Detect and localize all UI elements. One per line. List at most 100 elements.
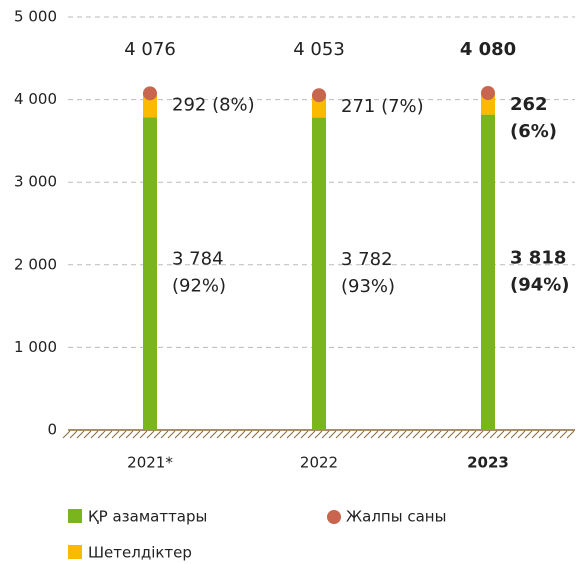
value-label: (93%) (341, 276, 395, 297)
bar-segment (312, 117, 326, 430)
ground-hatch (216, 430, 225, 439)
y-tick-label: 1 000 (14, 338, 57, 356)
legend-swatch (68, 545, 82, 559)
ground-hatch (370, 430, 379, 439)
ground-hatch (272, 430, 281, 439)
ground-hatch (363, 430, 372, 439)
ground-hatch (314, 430, 323, 439)
legend-label: Жалпы саны (346, 508, 446, 526)
legend-label: Шетелдіктер (88, 544, 192, 562)
ground-hatch (153, 430, 162, 439)
ground-hatch (426, 430, 435, 439)
total-dot (143, 86, 157, 101)
value-label: (6%) (510, 121, 557, 142)
ground-hatch (202, 430, 211, 439)
value-label: 271 (7%) (341, 96, 424, 117)
ground-hatch (489, 430, 498, 439)
ground-hatch (160, 430, 169, 439)
ground-hatch (279, 430, 288, 439)
ground-hatch (265, 430, 274, 439)
ground-hatch (209, 430, 218, 439)
ground-hatch (412, 430, 421, 439)
ground-hatch (118, 430, 127, 439)
ground-hatch (405, 430, 414, 439)
ground-hatch (517, 430, 526, 439)
y-tick-label: 4 000 (14, 90, 57, 108)
ground-hatch (286, 430, 295, 439)
ground-hatch (300, 430, 309, 439)
ground-hatch (293, 430, 302, 439)
ground-hatch (398, 430, 407, 439)
bar-segment (481, 114, 495, 430)
ground-hatch (524, 430, 533, 439)
ground-hatch (139, 430, 148, 439)
ground-hatch (90, 430, 99, 439)
ground-hatch (566, 430, 575, 439)
ground-hatch (223, 430, 232, 439)
ground-hatch (454, 430, 463, 439)
ground-hatch (76, 430, 85, 439)
ground-hatch (503, 430, 512, 439)
y-tick-label: 5 000 (14, 8, 57, 26)
ground-hatch (69, 430, 78, 439)
ground-hatch (475, 430, 484, 439)
ground-hatch (104, 430, 113, 439)
ground-hatch (251, 430, 260, 439)
ground-hatch (356, 430, 365, 439)
x-tick-label: 2021* (127, 454, 173, 472)
ground-hatch (447, 430, 456, 439)
ground-hatch (174, 430, 183, 439)
x-tick-label: 2022 (300, 454, 338, 472)
ground-hatch (97, 430, 106, 439)
total-dot (312, 88, 326, 103)
ground-hatch (230, 430, 239, 439)
y-tick-label: 0 (47, 421, 57, 439)
ground-hatch (377, 430, 386, 439)
legend-swatch (327, 510, 341, 524)
value-label: 3 782 (341, 249, 393, 270)
ground-hatch (482, 430, 491, 439)
ground-hatch (496, 430, 505, 439)
total-label: 4 076 (124, 39, 176, 60)
ground-hatch (62, 430, 71, 439)
ground-hatch (237, 430, 246, 439)
legend-label: ҚР азаматтары (88, 508, 207, 526)
ground-hatch (468, 430, 477, 439)
ground-hatch (83, 430, 92, 439)
ground-hatch (258, 430, 267, 439)
x-tick-label: 2023 (467, 454, 509, 472)
ground-hatch (244, 430, 253, 439)
ground-hatch (335, 430, 344, 439)
total-dot (481, 85, 495, 100)
legend-swatch (68, 509, 82, 523)
y-tick-label: 3 000 (14, 173, 57, 191)
ground-hatch (321, 430, 330, 439)
ground-hatch (510, 430, 519, 439)
y-tick-label: 2 000 (14, 255, 57, 273)
ground-hatch (195, 430, 204, 439)
ground-hatch (307, 430, 316, 439)
value-label: 292 (8%) (172, 94, 255, 115)
ground-hatch (384, 430, 393, 439)
value-label: (94%) (510, 274, 570, 295)
ground-hatch (167, 430, 176, 439)
ground-hatch (132, 430, 141, 439)
ground-hatch (440, 430, 449, 439)
ground-hatch (181, 430, 190, 439)
ground-hatch (146, 430, 155, 439)
value-label: (92%) (172, 276, 226, 297)
ground-hatch (433, 430, 442, 439)
ground-hatch (545, 430, 554, 439)
total-label: 4 080 (460, 39, 516, 60)
value-label: 3 784 (172, 249, 224, 270)
ground-hatch (419, 430, 428, 439)
ground-hatch (538, 430, 547, 439)
ground-hatch (349, 430, 358, 439)
ground-hatch (111, 430, 120, 439)
ground-hatch (461, 430, 470, 439)
ground-hatch (559, 430, 568, 439)
value-label: 262 (510, 94, 548, 115)
total-label: 4 053 (293, 39, 345, 60)
ground-hatch (188, 430, 197, 439)
